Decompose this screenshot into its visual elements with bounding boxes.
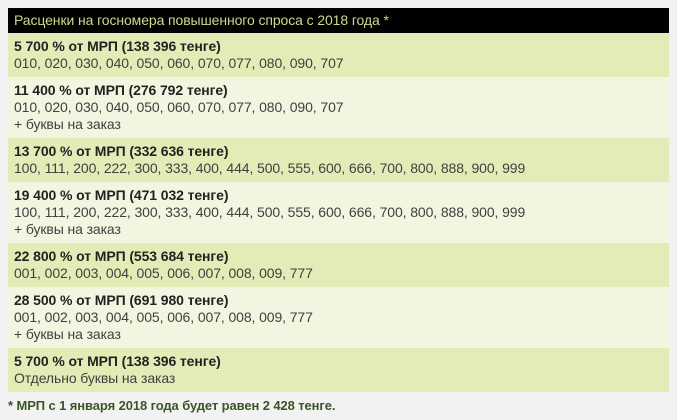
price-tier-label: 5 700 % от МРП (138 396 тенге) <box>14 353 221 369</box>
price-tier-row: 13 700 % от МРП (332 636 тенге) 100, 111… <box>8 138 669 182</box>
price-tier-label: 28 500 % от МРП (691 980 тенге) <box>14 292 229 308</box>
table-title: Расценки на госномера повышенного спроса… <box>8 8 669 33</box>
plate-numbers-list: 001, 002, 003, 004, 005, 006, 007, 008, … <box>14 265 313 281</box>
price-tier-label: 19 400 % от МРП (471 032 тенге) <box>14 187 229 203</box>
price-tier-label: 5 700 % от МРП (138 396 тенге) <box>14 38 221 54</box>
price-tier-label: 22 800 % от МРП (553 684 тенге) <box>14 248 229 264</box>
plate-numbers-list: 001, 002, 003, 004, 005, 006, 007, 008, … <box>14 309 313 325</box>
plate-numbers-list: 010, 020, 030, 040, 050, 060, 070, 077, … <box>14 99 344 115</box>
plate-numbers-list: 100, 111, 200, 222, 300, 333, 400, 444, … <box>14 160 526 176</box>
letters-note: + буквы на заказ <box>14 116 121 132</box>
plate-numbers-list: 100, 111, 200, 222, 300, 333, 400, 444, … <box>14 204 526 220</box>
letters-note: + буквы на заказ <box>14 326 121 342</box>
mrp-footnote: * МРП с 1 января 2018 года будет равен 2… <box>8 398 336 413</box>
price-tier-label: 13 700 % от МРП (332 636 тенге) <box>14 143 229 159</box>
price-tier-label: 11 400 % от МРП (276 792 тенге) <box>14 82 228 98</box>
price-tier-row: 28 500 % от МРП (691 980 тенге) 001, 002… <box>8 287 669 348</box>
letters-note: Отдельно буквы на заказ <box>14 370 176 386</box>
price-tier-row: 11 400 % от МРП (276 792 тенге) 010, 020… <box>8 77 669 138</box>
price-tier-row: 5 700 % от МРП (138 396 тенге) Отдельно … <box>8 348 669 392</box>
price-tier-row: 22 800 % от МРП (553 684 тенге) 001, 002… <box>8 243 669 287</box>
price-tier-row: 19 400 % от МРП (471 032 тенге) 100, 111… <box>8 182 669 243</box>
letters-note: + буквы на заказ <box>14 221 121 237</box>
plate-numbers-list: 010, 020, 030, 040, 050, 060, 070, 077, … <box>14 55 344 71</box>
page-content: Расценки на госномера повышенного спроса… <box>8 8 669 413</box>
license-plate-price-table: Расценки на госномера повышенного спроса… <box>8 8 669 392</box>
price-tier-row: 5 700 % от МРП (138 396 тенге) 010, 020,… <box>8 33 669 77</box>
